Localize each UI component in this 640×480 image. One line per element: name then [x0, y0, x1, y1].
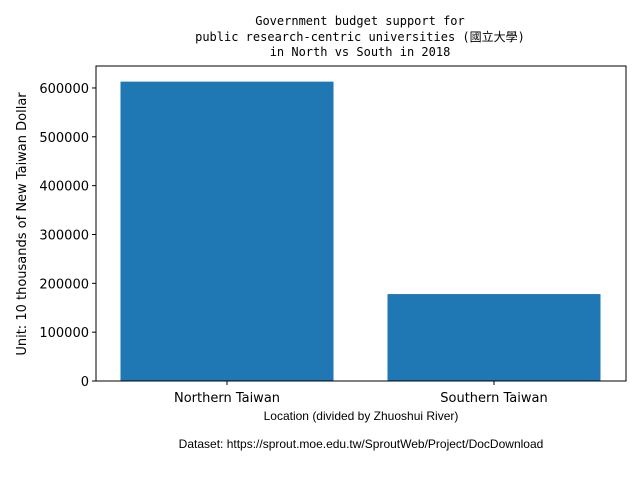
y-tick-label: 600000	[39, 82, 89, 97]
y-tick-label: 300000	[39, 228, 89, 243]
y-axis-label: Unit: 10 thousands of New Taiwan Dollar	[15, 92, 30, 356]
chart-title-line-3: in North vs South in 2018	[270, 45, 451, 59]
dataset-footnote: Dataset: https://sprout.moe.edu.tw/Sprou…	[179, 437, 544, 451]
x-axis-label: Location (divided by Zhuoshui River)	[264, 409, 459, 423]
x-axis-ticks: Northern Taiwan Southern Taiwan	[174, 381, 548, 406]
y-tick-label: 100000	[39, 326, 89, 341]
chart-title-line-1: Government budget support for	[255, 14, 465, 28]
bar-southern-taiwan	[387, 294, 601, 381]
x-tick-label: Southern Taiwan	[440, 391, 547, 406]
chart-title: Government budget support for public res…	[195, 14, 525, 59]
y-tick-label: 400000	[39, 180, 89, 195]
bars-group	[120, 81, 601, 382]
y-tick-label: 500000	[39, 131, 89, 146]
bar-northern-taiwan	[120, 81, 334, 382]
y-axis-ticks: 0 100000 200000 300000 400000 500000 600000	[39, 82, 96, 390]
x-tick-label: Northern Taiwan	[174, 391, 280, 406]
y-tick-label: 0	[81, 375, 89, 390]
chart-title-line-2: public research-centric universities (國立…	[195, 29, 525, 44]
plot-frame	[95, 65, 627, 382]
y-tick-label: 200000	[39, 277, 89, 292]
